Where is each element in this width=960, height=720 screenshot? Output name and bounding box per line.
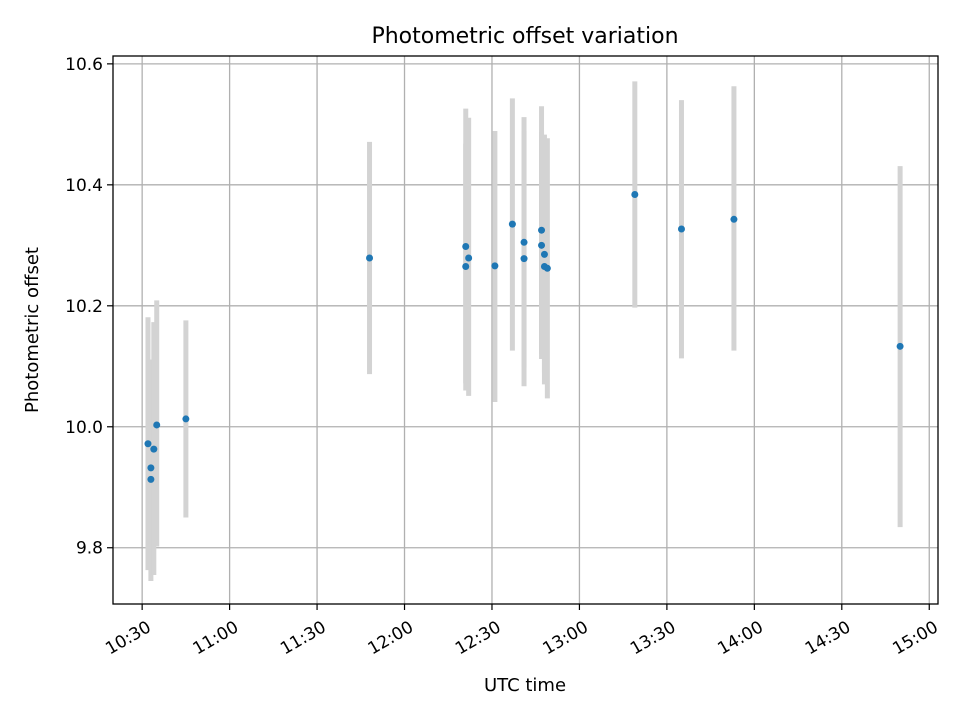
data-point (462, 262, 470, 270)
y-tick-label: 10.4 (65, 176, 103, 196)
data-point (540, 250, 548, 258)
data-point (520, 238, 528, 246)
data-point (730, 215, 738, 223)
data-point (153, 421, 161, 429)
data-point (150, 445, 158, 453)
y-tick-label: 9.8 (76, 539, 103, 559)
data-point (538, 241, 546, 249)
x-axis-label: UTC time (484, 675, 566, 696)
y-tick-label: 10.0 (65, 418, 103, 438)
data-points (144, 191, 904, 483)
data-point (144, 440, 152, 448)
data-point (147, 464, 155, 472)
data-point (366, 254, 374, 262)
data-point (491, 262, 499, 270)
data-point (538, 226, 546, 234)
data-point (508, 220, 516, 228)
data-point (465, 254, 473, 262)
data-point (462, 243, 470, 251)
y-tick-label: 10.6 (65, 55, 103, 75)
chart-title: Photometric offset variation (371, 24, 678, 49)
y-axis-label: Photometric offset (22, 247, 43, 413)
data-point (520, 255, 528, 263)
data-point (543, 264, 551, 272)
data-point (147, 475, 155, 483)
plot-frame (112, 55, 939, 605)
y-tick-label: 10.2 (65, 297, 103, 317)
data-point (182, 415, 190, 423)
data-point (677, 225, 685, 233)
data-point (631, 191, 639, 199)
data-point (896, 342, 904, 350)
